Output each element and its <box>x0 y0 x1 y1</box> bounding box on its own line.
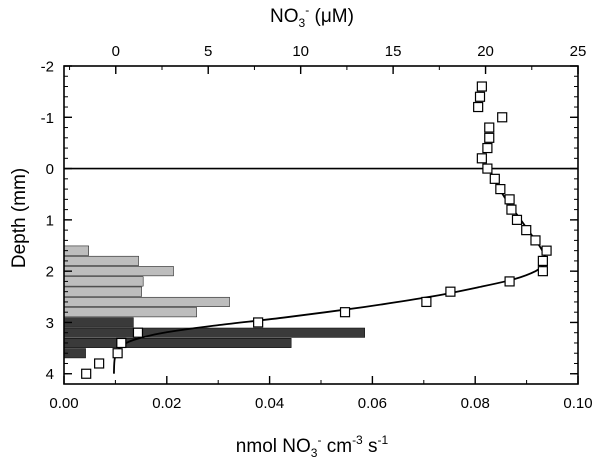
bottom-axis-title-part-5: s <box>363 436 378 457</box>
bottom-axis-title-part-1: 3 <box>311 446 318 460</box>
y-tick-label: 4 <box>46 366 54 383</box>
top-axis-title: NO3- (μM) <box>270 3 354 30</box>
concentration-point <box>473 101 484 113</box>
top-tick-label: 20 <box>477 43 494 60</box>
y-tick-label: -2 <box>41 59 54 76</box>
consumption-rate-bar <box>63 337 292 348</box>
concentration-point <box>537 255 548 267</box>
consumption-rate-bar <box>63 317 134 328</box>
concentration-point <box>521 225 532 236</box>
bottom-tick-label: 0.10 <box>563 395 592 412</box>
bottom-axis-title-part-0: nmol NO <box>236 436 311 457</box>
y-tick-label: 0 <box>46 161 54 178</box>
bottom-tick-label: 0.04 <box>255 395 284 412</box>
concentration-points <box>81 81 552 379</box>
concentration-point <box>495 183 506 195</box>
bottom-tick-label: 0.00 <box>49 395 78 412</box>
concentration-point <box>339 307 351 318</box>
production-rate-bar <box>63 255 139 266</box>
concentration-point <box>511 214 523 225</box>
concentration-point <box>497 112 508 123</box>
top-axis-title-sub: 3 <box>299 16 306 30</box>
concentration-point <box>489 173 500 184</box>
concentration-point <box>541 245 552 256</box>
production-rate-bar <box>63 276 144 287</box>
concentration-point <box>530 235 541 246</box>
bottom-tick-label: 0.06 <box>358 395 387 412</box>
y-tick-label: 3 <box>46 315 54 332</box>
top-axis-title-tail: (μM) <box>309 6 354 27</box>
concentration-point <box>94 358 105 369</box>
production-rate-bar <box>63 296 230 307</box>
concentration-point <box>112 348 123 359</box>
production-rate-bar <box>63 286 142 297</box>
top-tick-label: 10 <box>292 43 309 60</box>
concentration-point <box>482 142 493 154</box>
top-tick-label: 15 <box>385 43 402 60</box>
bottom-axis-title-part-3: cm <box>321 436 352 457</box>
top-axis-title-base: NO <box>270 6 299 27</box>
bottom-axis-title: nmol NO3- cm-3 s-1 <box>236 433 389 460</box>
top-tick-label: 0 <box>112 43 120 60</box>
axis-ticks: -2 -1 0 1 2 3 4 0 5 10 15 20 25 0.00 0.02 0.04 0.06 0.08 0… <box>41 43 592 412</box>
y-tick-label: 1 <box>46 212 54 229</box>
bottom-tick-label: 0.08 <box>461 395 490 412</box>
concentration-point <box>504 276 515 287</box>
y-tick-label: 2 <box>46 264 54 281</box>
concentration-point <box>484 122 495 133</box>
concentration-point <box>482 163 493 174</box>
concentration-point <box>504 194 515 205</box>
concentration-point <box>506 204 517 215</box>
y-axis-title: Depth (mm) <box>9 168 30 268</box>
concentration-point <box>445 286 456 297</box>
y-tick-label: -1 <box>41 110 54 127</box>
concentration-point <box>253 317 264 328</box>
top-axis-title-sup: - <box>305 3 309 17</box>
consumption-rate-bar <box>63 327 365 338</box>
production-rate-bar <box>63 307 197 318</box>
concentration-point <box>81 368 92 379</box>
concentration-point <box>116 337 127 349</box>
concentration-point <box>132 327 144 338</box>
concentration-point <box>484 132 495 143</box>
concentration-point <box>476 153 487 164</box>
bottom-axis-title-part-6: -1 <box>378 433 389 447</box>
production-rate-bar <box>63 266 174 277</box>
bottom-axis-title-part-4: -3 <box>352 433 363 447</box>
rate-bars <box>63 245 365 359</box>
concentration-point <box>537 266 548 277</box>
concentration-point <box>421 296 432 308</box>
top-tick-label: 5 <box>204 43 212 60</box>
top-tick-label: 25 <box>570 43 587 60</box>
concentration-point <box>476 81 487 92</box>
bottom-axis-title-part-2: - <box>317 433 321 447</box>
bottom-tick-label: 0.02 <box>152 395 181 412</box>
concentration-point <box>474 91 486 102</box>
